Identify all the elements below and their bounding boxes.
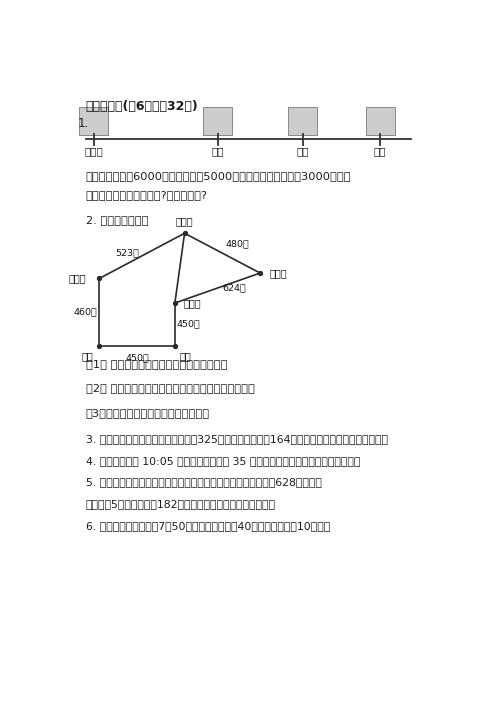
FancyBboxPatch shape: [288, 107, 317, 135]
Text: 450米: 450米: [176, 320, 201, 329]
Text: 小川家到邮局有6000米，到学校有5000米，邮局和超市之间相3000米。学: 小川家到邮局有6000米，到学校有5000米，邮局和超市之间相3000米。学: [86, 171, 351, 181]
Text: 6. 李响所在的学校早上7：50开始上课，每节课40分钟，课间休息10分钟。: 6. 李响所在的学校早上7：50开始上课，每节课40分钟，课间休息10分钟。: [86, 521, 330, 531]
Text: 624米: 624米: [222, 283, 246, 292]
Text: 460米: 460米: [74, 307, 98, 316]
Text: （2） 从大门出发，经过表演厅到水族馆要走多少米？: （2） 从大门出发，经过表演厅到水族馆要走多少米？: [86, 383, 254, 393]
Text: 校和超市之间相距多少米?合多少千米?: 校和超市之间相距多少米?合多少千米?: [86, 190, 208, 200]
FancyBboxPatch shape: [79, 107, 108, 135]
Text: 学校: 学校: [296, 146, 309, 156]
Text: 480米: 480米: [225, 239, 249, 248]
Text: 大门: 大门: [180, 351, 192, 362]
Text: 熊猫馆: 熊猫馆: [68, 273, 86, 283]
Text: 3. 爱心捐款活动中，四年级学生捐了325元，比三年级少捐164元，三、四年级一共捐了多少元？: 3. 爱心捐款活动中，四年级学生捐了325元，比三年级少捐164元，三、四年级一…: [86, 434, 388, 444]
FancyBboxPatch shape: [203, 107, 232, 135]
Text: 活动开始5秒钟后还剩余182件，这时大约已经售出了多少件？: 活动开始5秒钟后还剩余182件，这时大约已经售出了多少件？: [86, 499, 276, 509]
Text: 水族馆: 水族馆: [176, 216, 194, 227]
Text: 邮局: 邮局: [374, 146, 386, 156]
Text: 450米: 450米: [125, 353, 149, 362]
Text: 523米: 523米: [116, 249, 139, 258]
Text: （1） 小明从大门出发到熊猫馆要走多少米？: （1） 小明从大门出发到熊猫馆要走多少米？: [86, 359, 227, 369]
Text: 游乐园: 游乐园: [184, 298, 202, 308]
Text: 六．解答题(六6题，六32分): 六．解答题(六6题，六32分): [86, 101, 198, 113]
Text: 5. 某网上商店推出「迎新年，抢新品」限时秒杀活动，共准备了628件新品，: 5. 某网上商店推出「迎新年，抢新品」限时秒杀活动，共准备了628件新品，: [86, 477, 322, 488]
Text: 超市: 超市: [211, 146, 224, 156]
Text: 4. 一趣飞机应在 10:05 起飞，现在要晚点 35 分钟起飞，这架飞机什么时候能起飞？: 4. 一趣飞机应在 10:05 起飞，现在要晚点 35 分钟起飞，这架飞机什么时…: [86, 456, 360, 466]
Text: 峨山: 峨山: [82, 351, 94, 362]
Text: 2. 看图回答问题。: 2. 看图回答问题。: [86, 215, 148, 224]
Text: （3）你能提出其他数学问题并解答吗？: （3）你能提出其他数学问题并解答吗？: [86, 408, 210, 418]
Text: 1.: 1.: [78, 117, 89, 130]
Text: 小川家: 小川家: [84, 146, 103, 156]
Text: 表演厅: 表演厅: [269, 268, 287, 278]
FancyBboxPatch shape: [366, 107, 394, 135]
